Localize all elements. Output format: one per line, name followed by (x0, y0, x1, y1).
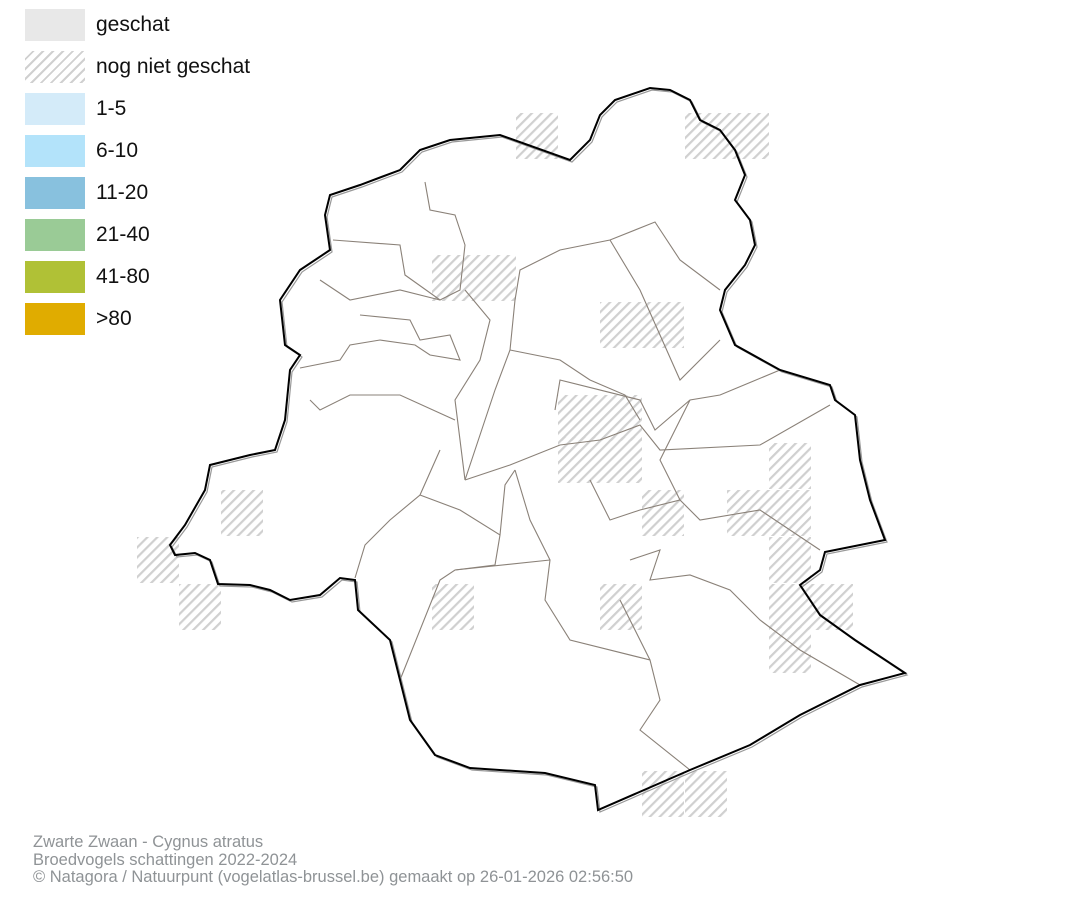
municipality-boundary (299, 314, 461, 369)
legend-label: 6-10 (96, 139, 139, 162)
not-yet-estimated-cell (221, 490, 263, 536)
legend-item-geschat: geschat (25, 4, 250, 46)
legend-swatch (25, 219, 85, 251)
legend-item-1-5: 1-5 (25, 88, 250, 130)
not-yet-estimated-cell (600, 395, 642, 441)
not-yet-estimated-cells (137, 113, 853, 817)
not-yet-estimated-cell (558, 395, 600, 441)
legend-swatch (25, 177, 85, 209)
not-yet-estimated-cell (600, 584, 642, 630)
legend-item-over-80: >80 (25, 298, 250, 340)
legend-swatch (25, 93, 85, 125)
legend: geschat nog niet geschat 1-5 6-10 11-20 … (25, 4, 250, 340)
not-yet-estimated-cell (474, 255, 516, 301)
municipality-boundaries (299, 181, 861, 771)
municipality-boundary (509, 349, 641, 421)
municipality-boundary (454, 559, 551, 571)
municipality-boundary (464, 299, 516, 481)
municipality-boundary (554, 369, 781, 431)
legend-swatch (25, 9, 85, 41)
municipality-boundary (514, 221, 721, 301)
legend-swatch (25, 303, 85, 335)
legend-swatch (25, 261, 85, 293)
municipality-boundary (454, 289, 491, 481)
not-yet-estimated-cell (811, 584, 853, 630)
not-yet-estimated-cell (685, 771, 727, 817)
legend-item-6-10: 6-10 (25, 130, 250, 172)
legend-item-11-20: 11-20 (25, 172, 250, 214)
municipality-boundary (354, 449, 441, 579)
legend-swatch (25, 51, 85, 83)
not-yet-estimated-cell (137, 537, 179, 583)
municipality-boundary (319, 279, 441, 301)
legend-label: 41-80 (96, 265, 150, 288)
not-yet-estimated-cell (727, 113, 769, 159)
municipality-boundary (332, 181, 466, 301)
species-name: Zwarte Zwaan - Cygnus atratus (33, 833, 264, 851)
legend-swatch (25, 135, 85, 167)
not-yet-estimated-cell (432, 584, 474, 630)
legend-label: nog niet geschat (96, 55, 251, 78)
municipality-boundary (629, 549, 861, 686)
legend-label: 11-20 (96, 181, 149, 204)
municipality-boundary (659, 399, 691, 501)
map-footer: Zwarte Zwaan - Cygnus atratus Broedvogel… (33, 833, 634, 887)
legend-label: >80 (96, 307, 132, 330)
legend-item-41-80: 41-80 (25, 256, 250, 298)
region-outline (168, 86, 908, 812)
not-yet-estimated-cell (727, 490, 769, 536)
not-yet-estimated-cell (558, 437, 600, 483)
legend-item-21-40: 21-40 (25, 214, 250, 256)
municipality-boundary (309, 394, 456, 421)
legend-label: geschat (96, 13, 170, 36)
map-subtitle: Broedvogels schattingen 2022-2024 (33, 850, 298, 869)
not-yet-estimated-cell (600, 302, 642, 348)
legend-label: 1-5 (96, 97, 127, 120)
not-yet-estimated-cell (516, 113, 558, 159)
municipality-boundary (464, 404, 831, 481)
not-yet-estimated-cell (685, 113, 727, 159)
not-yet-estimated-cell (600, 437, 642, 483)
not-yet-estimated-cell (769, 443, 811, 489)
municipality-boundary (419, 469, 516, 536)
not-yet-estimated-cell (769, 490, 811, 536)
municipality-boundary (619, 599, 651, 661)
not-yet-estimated-cell (642, 490, 684, 536)
legend-item-nog-niet-geschat: nog niet geschat (25, 46, 250, 88)
legend-label: 21-40 (96, 223, 150, 246)
municipality-boundary (514, 469, 691, 771)
not-yet-estimated-cell (769, 627, 811, 673)
not-yet-estimated-cell (179, 584, 221, 630)
municipality-boundary (609, 239, 721, 381)
not-yet-estimated-cell (769, 537, 811, 583)
copyright-credit: © Natagora / Natuurpunt (vogelatlas-brus… (33, 868, 634, 886)
